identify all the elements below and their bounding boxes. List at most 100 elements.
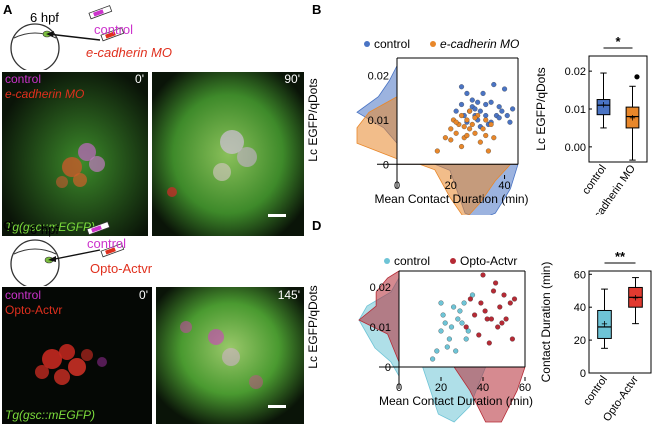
y-axis-title: Lc EGFP/qDots — [306, 78, 320, 161]
mean-marker-0: + — [601, 319, 607, 331]
stage-label-c: 6 hpf — [30, 222, 59, 237]
y-axis-title: Contact Duration (min) — [540, 262, 553, 383]
point-1-16 — [485, 148, 491, 154]
point-0-10 — [483, 113, 489, 119]
y-axis-title: Lc EGFP/qDots — [535, 67, 548, 150]
ytick-label-2: 0.02 — [565, 66, 586, 78]
point-0-17 — [463, 336, 469, 342]
point-1-19 — [458, 144, 465, 150]
micrograph-a-90: 90' — [152, 72, 304, 236]
point-0-16 — [444, 344, 450, 350]
point-1-2 — [472, 312, 478, 318]
point-1-1 — [467, 296, 473, 302]
point-0-19 — [510, 106, 516, 112]
point-0-16 — [499, 108, 505, 114]
point-0-15 — [496, 104, 502, 110]
xtick-label-3: 60 — [519, 382, 531, 394]
point-0-26 — [458, 84, 465, 90]
point-0-2 — [438, 328, 444, 334]
point-0-24 — [469, 97, 475, 103]
point-1-9 — [467, 126, 473, 132]
syringe-label-control-a: control — [94, 22, 134, 37]
panel-label-b: B — [312, 2, 322, 17]
point-0-29 — [472, 106, 478, 112]
point-1-23 — [472, 115, 478, 121]
point-0-17 — [502, 86, 508, 92]
micro-c-time-0: 0' — [139, 288, 148, 302]
micro-a-caption: Tg(gsc::mEGFP) — [5, 220, 96, 234]
micro-c-caption: Tg(gsc::mEGFP) — [5, 408, 96, 422]
point-1-1 — [442, 135, 448, 141]
ytick-label-1: 20 — [574, 335, 586, 347]
point-0-1 — [434, 348, 440, 354]
point-0-12 — [465, 328, 471, 334]
point-1-13 — [477, 139, 483, 145]
point-1-8 — [464, 117, 470, 123]
legend-marker-0 — [364, 41, 370, 47]
syringe-label-opto-c: Opto-Actvr — [90, 261, 153, 276]
mean-marker-1: + — [629, 112, 635, 124]
point-0-0 — [453, 108, 459, 114]
micro-a-time-90: 90' — [284, 72, 300, 86]
panel-label-c: C — [3, 218, 13, 233]
point-1-20 — [467, 108, 473, 114]
ytick-label-1: 0.01 — [370, 322, 391, 334]
xtick-label-2: 40 — [498, 180, 510, 192]
embryo-schematic-c — [10, 221, 125, 286]
syringe-label-mo-a: e-cadherin MO — [86, 45, 172, 60]
point-0-4 — [442, 320, 448, 326]
point-0-12 — [488, 99, 494, 105]
ytick-label-3: 60 — [574, 269, 586, 281]
micrograph-c-145: 145' — [156, 287, 304, 424]
y-axis-title: Lc EGFP/qDots — [306, 285, 320, 368]
category-label-0: control — [580, 163, 609, 197]
syringe-label-control-c: control — [87, 236, 127, 251]
point-0-8 — [455, 316, 461, 322]
point-1-22 — [464, 132, 470, 139]
point-1-17 — [488, 121, 494, 127]
ytick-label-1: 0.01 — [368, 115, 389, 127]
box-1 — [625, 106, 640, 129]
point-0-18 — [504, 113, 510, 119]
point-1-5 — [480, 272, 486, 278]
legend-marker-1 — [450, 258, 456, 264]
point-1-0 — [463, 324, 469, 330]
point-0-1 — [458, 101, 465, 108]
point-1-18 — [482, 308, 488, 314]
point-0-10 — [459, 320, 465, 326]
micro-a-time-0: 0' — [135, 72, 144, 86]
point-0-9 — [480, 90, 486, 96]
point-0-11 — [461, 300, 467, 306]
point-1-26 — [461, 124, 467, 130]
point-1-12 — [499, 320, 505, 326]
point-1-8 — [490, 288, 497, 294]
point-1-7 — [486, 340, 492, 346]
micro-a-label-mo: e-cadherin MO — [5, 87, 85, 101]
box-0 — [596, 99, 611, 116]
xtick-label-2: 40 — [477, 382, 489, 394]
point-1-19 — [488, 316, 494, 322]
outlier-1-0 — [634, 74, 640, 80]
point-1-13 — [501, 292, 507, 298]
point-1-11 — [472, 130, 478, 136]
point-0-14 — [438, 300, 444, 306]
plot-frame — [588, 270, 652, 374]
micro-c-time-145: 145' — [277, 288, 300, 302]
ytick-label-2: 40 — [574, 302, 586, 314]
point-0-7 — [475, 99, 481, 105]
point-1-4 — [453, 130, 459, 136]
legend-marker-0 — [384, 258, 390, 264]
point-0-15 — [451, 304, 457, 310]
x-axis-title: Mean Contact Duration (min) — [374, 192, 528, 206]
point-0-22 — [483, 101, 489, 108]
xtick-label-0: 0 — [394, 180, 400, 192]
point-1-14 — [480, 126, 486, 132]
ytick-label-0: 0 — [385, 362, 391, 374]
ytick-label-1: 0.01 — [565, 104, 586, 116]
legend-label-0: control — [394, 254, 430, 268]
box-0 — [597, 309, 612, 339]
micro-c-label-opto: Opto-Actvr — [5, 303, 63, 317]
ytick-label-0: 0 — [383, 159, 389, 171]
panel-label-d: D — [312, 218, 322, 233]
